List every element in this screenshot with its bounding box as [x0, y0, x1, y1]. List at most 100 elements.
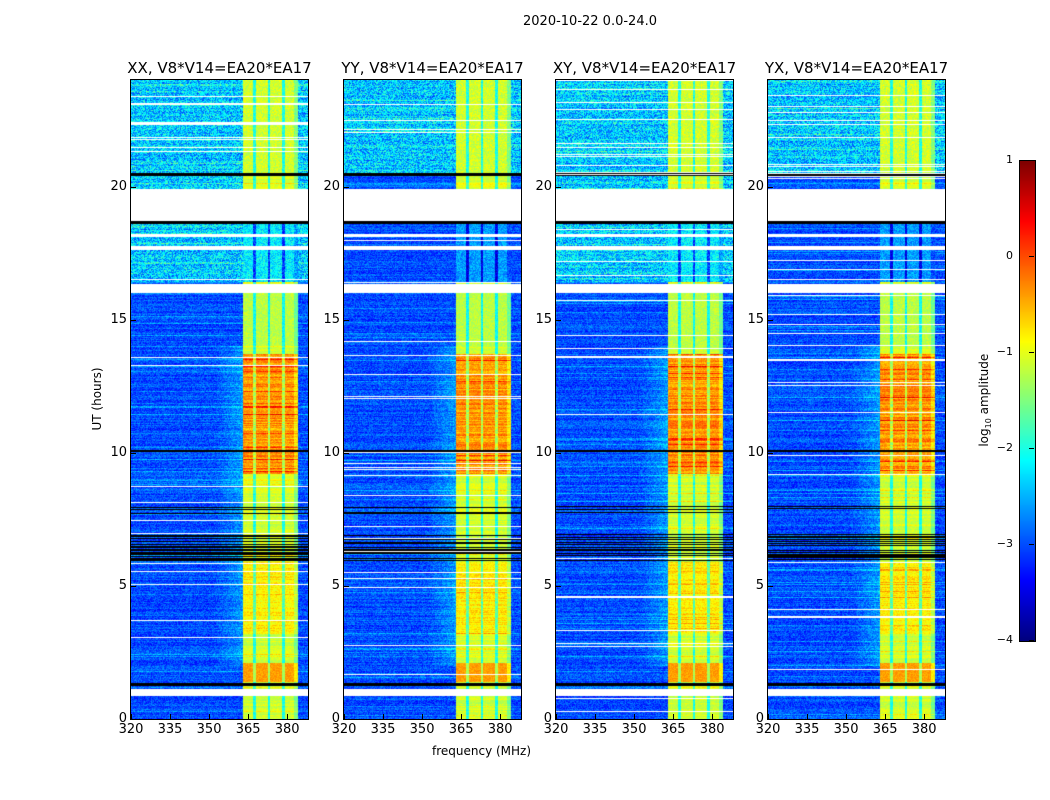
y-tick-mark [344, 585, 349, 587]
y-tick-label: 15 [323, 311, 340, 327]
colorbar-tick-label: −2 [996, 441, 1013, 454]
colorbar-tick-mark [1029, 640, 1034, 641]
y-tick-label: 15 [535, 311, 552, 327]
x-tick-mark [556, 714, 557, 719]
x-tick-label: 365 [448, 722, 474, 737]
x-tick-label: 335 [794, 722, 820, 737]
colorbar-tick-mark [1029, 160, 1034, 161]
x-tick-label: 335 [157, 722, 183, 737]
panel-title: XX, V8*V14=EA20*EA17 [127, 59, 312, 77]
x-tick-label: 350 [833, 722, 859, 737]
x-tick-mark [924, 714, 926, 719]
y-tick-mark [131, 452, 136, 454]
x-tick-mark [209, 714, 211, 719]
colorbar-tick-mark [1029, 448, 1034, 449]
y-tick-label: 20 [110, 178, 127, 194]
x-tick-mark [170, 714, 172, 719]
x-tick-mark [673, 714, 675, 719]
y-tick-label: 20 [535, 178, 552, 194]
y-tick-label: 0 [118, 711, 127, 726]
x-tick-mark [287, 714, 289, 719]
colorbar-tick-label: 1 [1006, 153, 1013, 166]
y-tick-mark [131, 719, 136, 720]
y-tick-mark [556, 585, 561, 587]
y-tick-mark [768, 186, 773, 188]
x-tick-mark [595, 714, 597, 719]
x-tick-mark [768, 714, 769, 719]
y-tick-mark [556, 319, 561, 321]
y-tick-label: 0 [755, 711, 764, 726]
colorbar-tick-mark [1029, 544, 1034, 545]
colorbar-tick-mark [1029, 256, 1034, 257]
x-tick-label: 350 [409, 722, 435, 737]
figure-title: 2020-10-22 0.0-24.0 [523, 14, 657, 29]
axes-frame [343, 79, 522, 720]
x-tick-mark [712, 714, 714, 719]
x-tick-label: 380 [487, 722, 513, 737]
waterfall-yx [768, 80, 945, 719]
y-tick-mark [556, 452, 561, 454]
x-tick-label: 365 [660, 722, 686, 737]
x-tick-label: 335 [370, 722, 396, 737]
x-tick-mark [846, 714, 848, 719]
y-tick-mark [768, 585, 773, 587]
colorbar-tick-label: −1 [996, 345, 1013, 358]
y-tick-mark [344, 186, 349, 188]
x-tick-label: 380 [274, 722, 300, 737]
x-tick-label: 380 [911, 722, 937, 737]
x-tick-label: 320 [755, 722, 781, 737]
x-tick-label: 320 [118, 722, 144, 737]
panel-title: YX, V8*V14=EA20*EA17 [764, 59, 949, 77]
y-tick-label: 20 [747, 178, 764, 194]
y-tick-label: 0 [331, 711, 340, 726]
y-tick-mark [131, 319, 136, 321]
y-tick-label: 5 [331, 577, 340, 593]
x-tick-mark [131, 714, 132, 719]
x-tick-mark [461, 714, 463, 719]
y-tick-label: 5 [755, 577, 764, 593]
x-tick-label: 335 [582, 722, 608, 737]
colorbar-tick-label: 0 [1006, 249, 1013, 262]
y-tick-mark [344, 319, 349, 321]
y-tick-label: 10 [747, 444, 764, 460]
axes-frame [130, 79, 309, 720]
y-tick-mark [556, 719, 561, 720]
x-axis-label: frequency (MHz) [432, 744, 532, 758]
y-tick-mark [131, 186, 136, 188]
y-tick-label: 10 [535, 444, 552, 460]
waterfall-yy [344, 80, 521, 719]
waterfall-xx [131, 80, 308, 719]
panel-title: XY, V8*V14=EA20*EA17 [552, 59, 737, 77]
y-tick-mark [344, 452, 349, 454]
x-tick-mark [885, 714, 887, 719]
x-tick-label: 320 [331, 722, 357, 737]
y-tick-label: 15 [110, 311, 127, 327]
y-tick-label: 0 [543, 711, 552, 726]
y-tick-label: 20 [323, 178, 340, 194]
x-tick-mark [634, 714, 636, 719]
x-tick-mark [383, 714, 385, 719]
y-tick-label: 10 [323, 444, 340, 460]
y-tick-label: 5 [118, 577, 127, 593]
axes-frame [767, 79, 946, 720]
x-tick-mark [500, 714, 502, 719]
y-tick-label: 10 [110, 444, 127, 460]
x-tick-label: 320 [543, 722, 569, 737]
x-tick-label: 350 [196, 722, 222, 737]
x-tick-label: 365 [872, 722, 898, 737]
y-tick-label: 5 [543, 577, 552, 593]
x-tick-label: 380 [699, 722, 725, 737]
colorbar-gradient [1019, 160, 1036, 642]
panel-title: YY, V8*V14=EA20*EA17 [341, 59, 524, 77]
axes-frame [555, 79, 734, 720]
colorbar-tick-label: −3 [996, 537, 1013, 550]
x-tick-mark [248, 714, 250, 719]
x-tick-mark [344, 714, 345, 719]
y-tick-mark [768, 719, 773, 720]
colorbar-label: log10 amplitude [976, 353, 994, 447]
x-tick-label: 365 [235, 722, 261, 737]
colorbar-tick-mark [1029, 352, 1034, 353]
y-tick-mark [768, 452, 773, 454]
colorbar-tick-label: −4 [996, 633, 1013, 646]
